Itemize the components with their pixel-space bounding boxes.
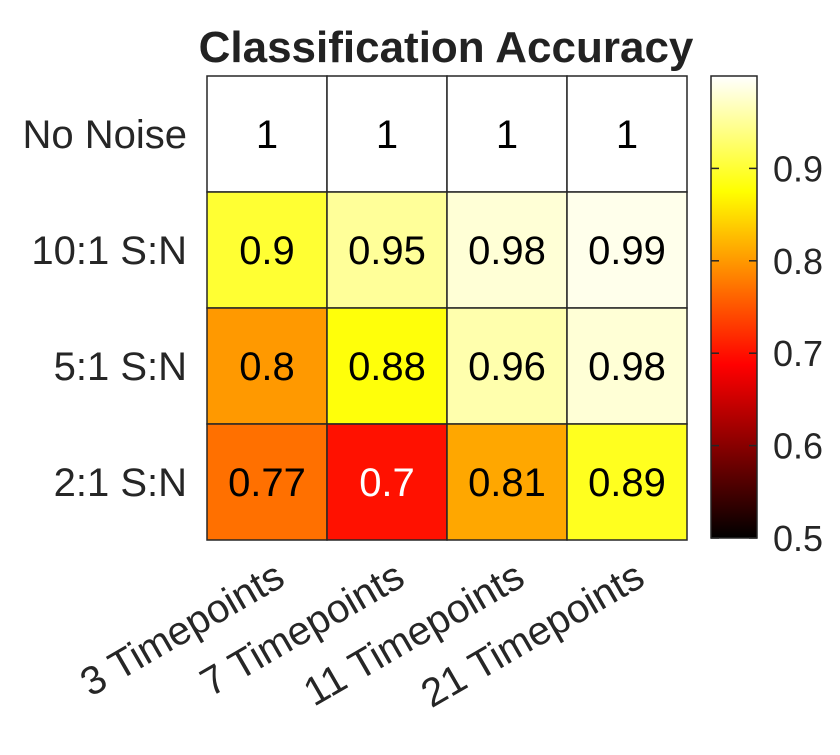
colorbar-tick-label: 0.6 [773,426,823,467]
cell-value-label: 1 [376,113,398,157]
colorbar-gradient [710,75,758,539]
colorbar-tick-label: 0.5 [773,518,823,559]
heatmap-cell [326,75,448,193]
colorbar-tick-label: 0.8 [773,241,823,282]
heatmap-cell [566,75,688,193]
row-labels: No Noise 10:1 S:N 5:1 S:N 2:1 S:N [22,113,187,505]
cell-value-label: 0.98 [588,345,666,389]
cell-value-label: 0.88 [348,345,426,389]
heatmap-cell [566,423,688,541]
heatmap-cell [206,75,328,193]
heatmap-cell [446,75,568,193]
cell-value-label: 0.77 [228,461,306,505]
heatmap-cell [326,423,448,541]
heatmap-cell [206,191,328,309]
cell-value-label: 0.8 [239,345,295,389]
heatmap-cells: 1 1 1 1 0.9 0.95 0.98 0.99 0.8 0.88 0.96 0.98 0.77 0.… [206,75,688,541]
cell-value-label: 1 [256,113,278,157]
row-label: No Noise [22,113,187,157]
chart-title: Classification Accuracy [199,23,694,72]
heatmap-cell [566,307,688,425]
row-label: 10:1 S:N [31,229,187,273]
cell-value-label: 0.9 [239,229,295,273]
heatmap-cell [326,307,448,425]
cell-value-label: 0.98 [468,229,546,273]
colorbar-tick-label: 0.7 [773,333,823,374]
colorbar-tick-label: 0.9 [773,148,823,189]
heatmap-cell [326,191,448,309]
cell-value-label: 0.89 [588,461,666,505]
heatmap-cell [206,423,328,541]
colorbar-ticks: 0.5 0.6 0.7 0.8 0.9 [711,148,823,559]
cell-value-label: 0.96 [468,345,546,389]
row-label: 5:1 S:N [54,345,187,389]
cell-value-label: 1 [616,113,638,157]
row-label: 2:1 S:N [54,461,187,505]
cell-value-label: 0.99 [588,229,666,273]
heatmap-cell [566,191,688,309]
cell-value-label: 0.95 [348,229,426,273]
cell-value-label: 1 [496,113,518,157]
cell-value-label: 0.7 [359,461,415,505]
colorbar: 0.5 0.6 0.7 0.8 0.9 [710,75,823,559]
cell-value-label: 0.81 [468,461,546,505]
